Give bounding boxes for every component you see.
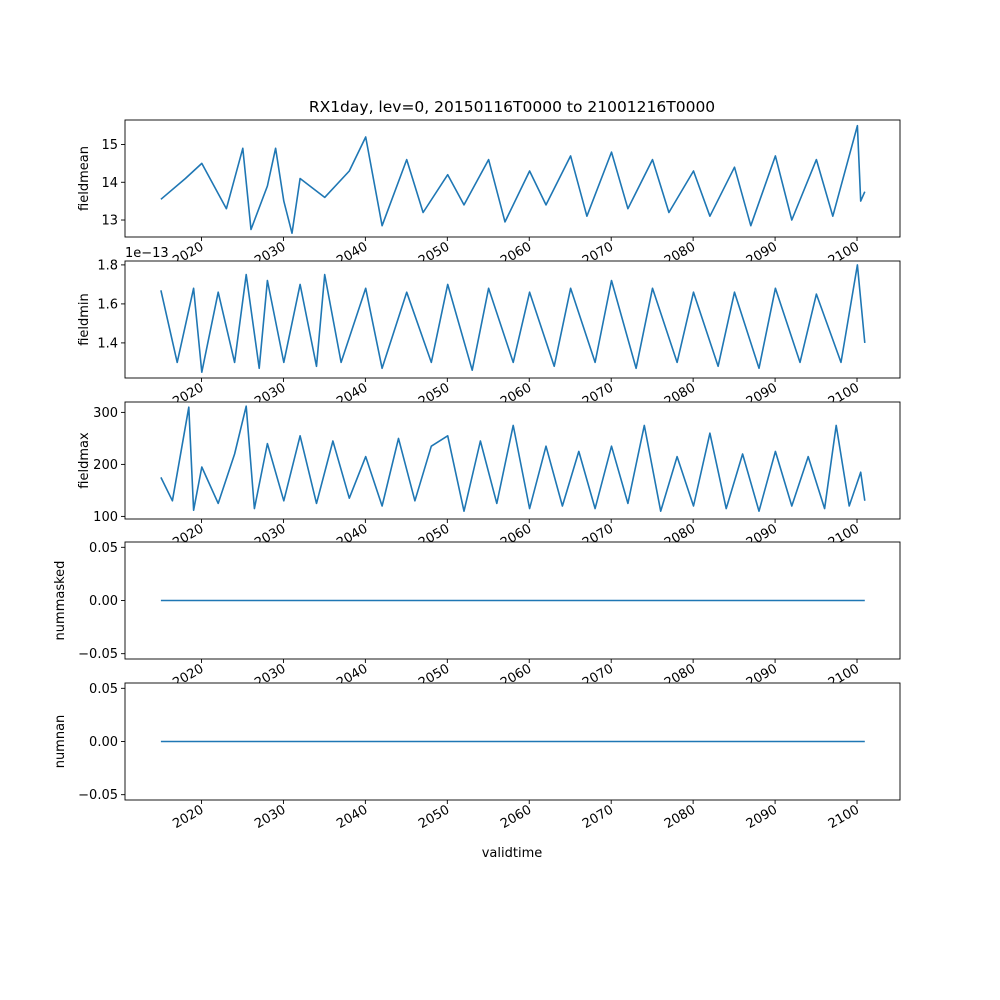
- y-tick-label: −0.05: [78, 647, 118, 662]
- y-axis-label: numnan: [53, 715, 68, 769]
- y-axis-label: nummasked: [53, 561, 68, 641]
- x-tick-label: 2070: [580, 802, 616, 832]
- series-line-fieldmin: [160, 264, 866, 373]
- plot-area: [124, 119, 901, 238]
- y-axis-label: fieldmean: [77, 146, 92, 211]
- chart-title: RX1day, lev=0, 20150116T0000 to 21001216…: [309, 98, 715, 116]
- x-tick-label: 2030: [252, 802, 288, 832]
- x-tick-label: 2080: [662, 802, 698, 832]
- y-tick-label: 1.6: [97, 297, 118, 312]
- y-tick-label: 0.05: [89, 682, 118, 697]
- x-axis-label: validtime: [482, 846, 543, 861]
- y-tick-label: 14: [101, 176, 118, 191]
- y-tick-label: 13: [101, 214, 118, 229]
- x-tick-label: 2090: [744, 802, 780, 832]
- y-tick-label: 0.00: [89, 594, 118, 609]
- y-tick-label: 200: [93, 458, 118, 473]
- y-axis-label: fieldmin: [77, 293, 92, 346]
- plot-area: [124, 401, 901, 520]
- y-tick-label: 1.4: [97, 336, 118, 351]
- x-tick-label: 2060: [498, 802, 534, 832]
- y-tick-label: 0.05: [89, 541, 118, 556]
- series-line-fieldmax: [160, 405, 866, 512]
- y-tick-label: 100: [93, 510, 118, 525]
- x-tick-label: 2020: [170, 802, 206, 832]
- y-tick-label: 300: [93, 406, 118, 421]
- y-offset-label: 1e−13: [125, 246, 169, 261]
- y-tick-label: −0.05: [78, 788, 118, 803]
- x-tick-label: 2040: [334, 802, 370, 832]
- y-tick-label: 0.00: [89, 735, 118, 750]
- subplot-numnan: −0.05 0.00 0.05 numnan 2020 2030 2040 2050 2060 2…: [53, 682, 901, 832]
- y-tick-label: 15: [101, 138, 118, 153]
- y-axis-label: fieldmax: [77, 432, 92, 489]
- y-tick-label: 1.8: [97, 258, 118, 273]
- x-tick-label: 2100: [826, 802, 862, 832]
- series-line-fieldmean: [160, 124, 866, 234]
- x-tick-label: 2050: [416, 802, 452, 832]
